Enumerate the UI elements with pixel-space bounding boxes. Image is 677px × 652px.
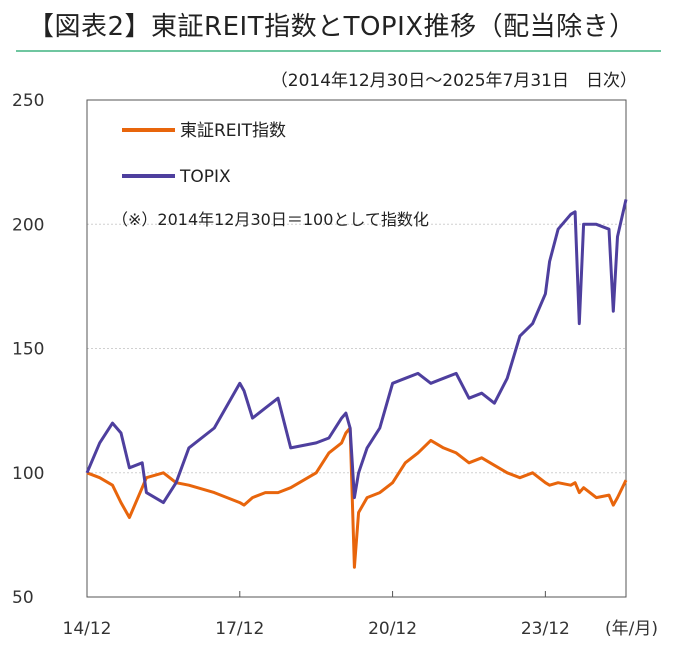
index-note: （※）2014年12月30日＝100として指数化	[112, 210, 429, 229]
legend: 東証REIT指数 TOPIX	[122, 121, 286, 187]
x-tick-labels: 14/12 17/12 20/12 23/12	[63, 619, 570, 639]
plot-frame	[86, 99, 627, 598]
chart-title: 【図表2】東証REIT指数とTOPIX推移（配当除き）	[28, 12, 636, 42]
y-tick-label: 100	[12, 464, 44, 484]
y-tick-label: 250	[12, 91, 44, 111]
x-unit-label: (年/月)	[605, 619, 658, 639]
series-lines	[85, 199, 628, 569]
x-tick-label: 23/12	[521, 619, 570, 639]
x-tick-label: 20/12	[368, 619, 417, 639]
chart-subtitle: （2014年12月30日～2025年7月31日 日次）	[270, 71, 637, 91]
x-tick-label: 14/12	[63, 619, 112, 639]
y-tick-label: 150	[12, 340, 44, 360]
y-tick-labels: 50 100 150 200 250	[12, 91, 44, 608]
axes	[86, 99, 627, 598]
x-tick-label: 17/12	[215, 619, 264, 639]
topix-line	[85, 199, 628, 505]
legend-label-reit: 東証REIT指数	[180, 121, 286, 141]
gridlines	[87, 223, 626, 474]
reit-line	[86, 426, 628, 569]
title-underline	[16, 50, 661, 52]
legend-label-topix: TOPIX	[179, 167, 231, 187]
y-tick-label: 50	[12, 588, 34, 608]
y-tick-label: 200	[12, 215, 44, 235]
